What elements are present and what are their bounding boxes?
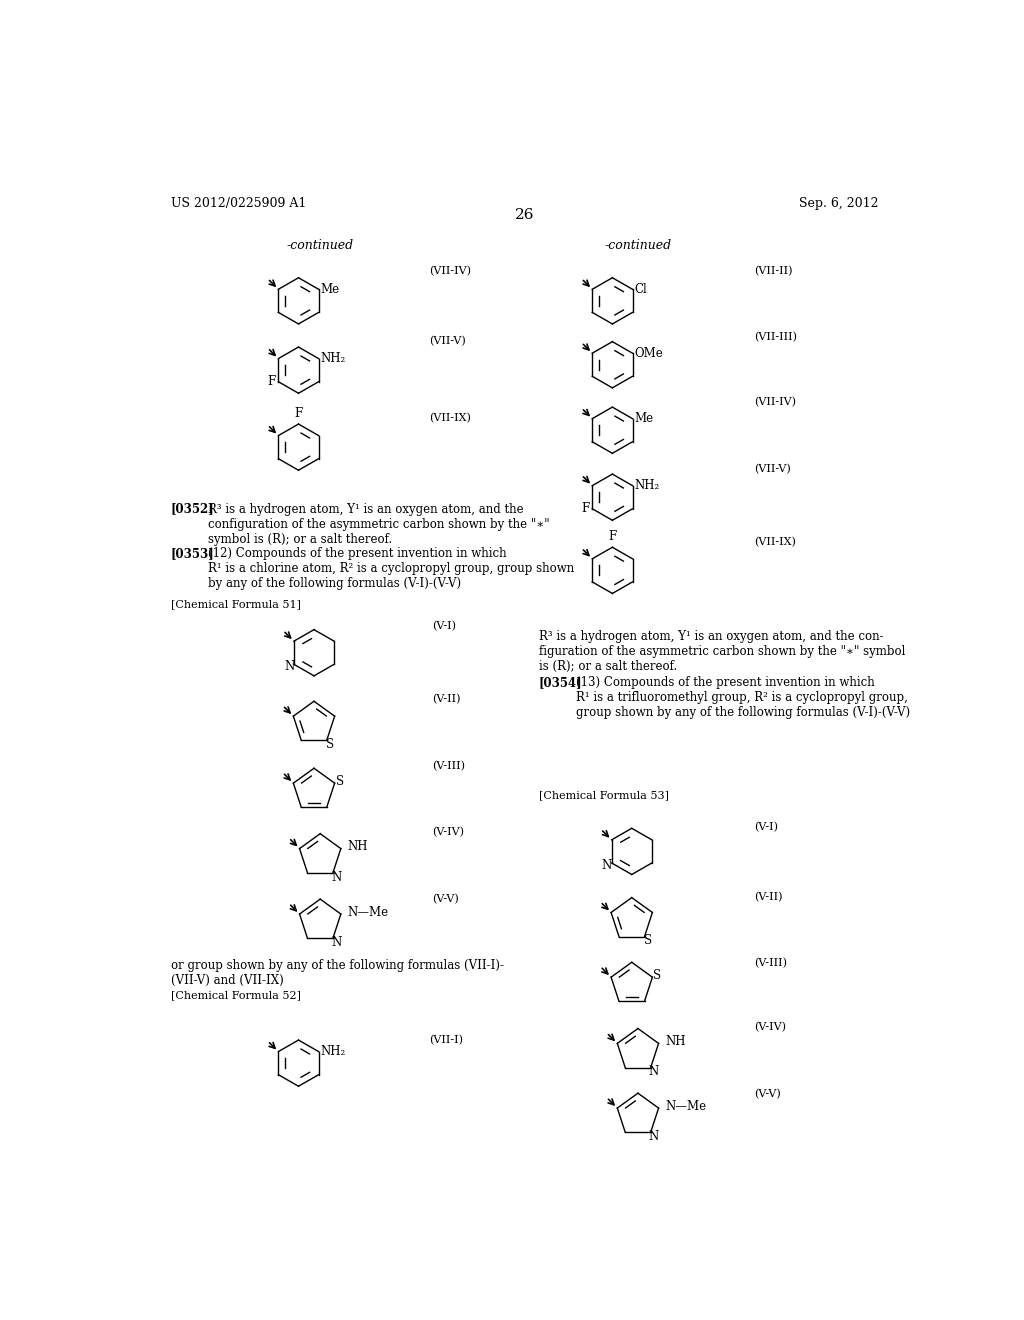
- Text: F: F: [294, 407, 303, 420]
- Text: or group shown by any of the following formulas (VII-I)-
(VII-V) and (VII-IX): or group shown by any of the following f…: [171, 960, 504, 987]
- Text: S: S: [644, 935, 651, 948]
- Text: N—Me: N—Me: [666, 1100, 707, 1113]
- Text: N: N: [649, 1130, 659, 1143]
- Text: F: F: [267, 375, 275, 388]
- Text: N: N: [331, 936, 341, 949]
- Text: (V-V): (V-V): [755, 1089, 781, 1098]
- Text: [0352]: [0352]: [171, 503, 214, 516]
- Text: 26: 26: [515, 209, 535, 223]
- Text: (VII-IX): (VII-IX): [755, 537, 796, 548]
- Text: (V-IV): (V-IV): [755, 1022, 786, 1032]
- Text: Cl: Cl: [634, 282, 647, 296]
- Text: N: N: [284, 660, 294, 673]
- Text: (VII-IV): (VII-IV): [429, 267, 471, 276]
- Text: [0354]: [0354]: [539, 676, 583, 689]
- Text: F: F: [608, 531, 616, 544]
- Text: (13) Compounds of the present invention in which
R¹ is a trifluoromethyl group, : (13) Compounds of the present invention …: [575, 676, 910, 719]
- Text: (VII-IX): (VII-IX): [429, 412, 471, 422]
- Text: S: S: [326, 738, 334, 751]
- Text: Sep. 6, 2012: Sep. 6, 2012: [800, 197, 879, 210]
- Text: (VII-IV): (VII-IV): [755, 397, 797, 408]
- Text: [Chemical Formula 52]: [Chemical Formula 52]: [171, 990, 301, 1001]
- Text: S: S: [336, 775, 344, 788]
- Text: [Chemical Formula 51]: [Chemical Formula 51]: [171, 599, 301, 609]
- Text: (VII-V): (VII-V): [429, 335, 466, 346]
- Text: (V-V): (V-V): [432, 894, 460, 904]
- Text: -continued: -continued: [287, 239, 353, 252]
- Text: US 2012/0225909 A1: US 2012/0225909 A1: [171, 197, 306, 210]
- Text: (V-IV): (V-IV): [432, 826, 465, 837]
- Text: N: N: [649, 1065, 659, 1078]
- Text: [Chemical Formula 53]: [Chemical Formula 53]: [539, 789, 669, 800]
- Text: F: F: [581, 502, 589, 515]
- Text: NH: NH: [666, 1035, 686, 1048]
- Text: (V-II): (V-II): [432, 693, 461, 704]
- Text: S: S: [653, 969, 662, 982]
- Text: (V-II): (V-II): [755, 891, 782, 902]
- Text: OMe: OMe: [634, 347, 663, 360]
- Text: NH₂: NH₂: [634, 479, 659, 492]
- Text: (12) Compounds of the present invention in which
R¹ is a chlorine atom, R² is a : (12) Compounds of the present invention …: [208, 548, 574, 590]
- Text: Me: Me: [634, 412, 653, 425]
- Text: N: N: [331, 871, 341, 883]
- Text: (V-III): (V-III): [432, 762, 466, 772]
- Text: (V-III): (V-III): [755, 958, 787, 968]
- Text: (VII-II): (VII-II): [755, 267, 793, 276]
- Text: [0353]: [0353]: [171, 548, 214, 560]
- Text: (V-I): (V-I): [755, 822, 778, 833]
- Text: N—Me: N—Me: [347, 906, 389, 919]
- Text: (VII-I): (VII-I): [429, 1035, 463, 1045]
- Text: R³ is a hydrogen atom, Y¹ is an oxygen atom, and the
configuration of the asymme: R³ is a hydrogen atom, Y¹ is an oxygen a…: [208, 503, 550, 545]
- Text: NH₂: NH₂: [321, 352, 345, 366]
- Text: (VII-III): (VII-III): [755, 331, 798, 342]
- Text: (VII-V): (VII-V): [755, 465, 791, 474]
- Text: NH₂: NH₂: [321, 1045, 345, 1059]
- Text: (V-I): (V-I): [432, 622, 457, 631]
- Text: R³ is a hydrogen atom, Y¹ is an oxygen atom, and the con-
figuration of the asym: R³ is a hydrogen atom, Y¹ is an oxygen a…: [539, 630, 905, 673]
- Text: Me: Me: [321, 282, 339, 296]
- Text: NH: NH: [347, 841, 368, 853]
- Text: -continued: -continued: [604, 239, 672, 252]
- Text: N: N: [602, 859, 612, 873]
